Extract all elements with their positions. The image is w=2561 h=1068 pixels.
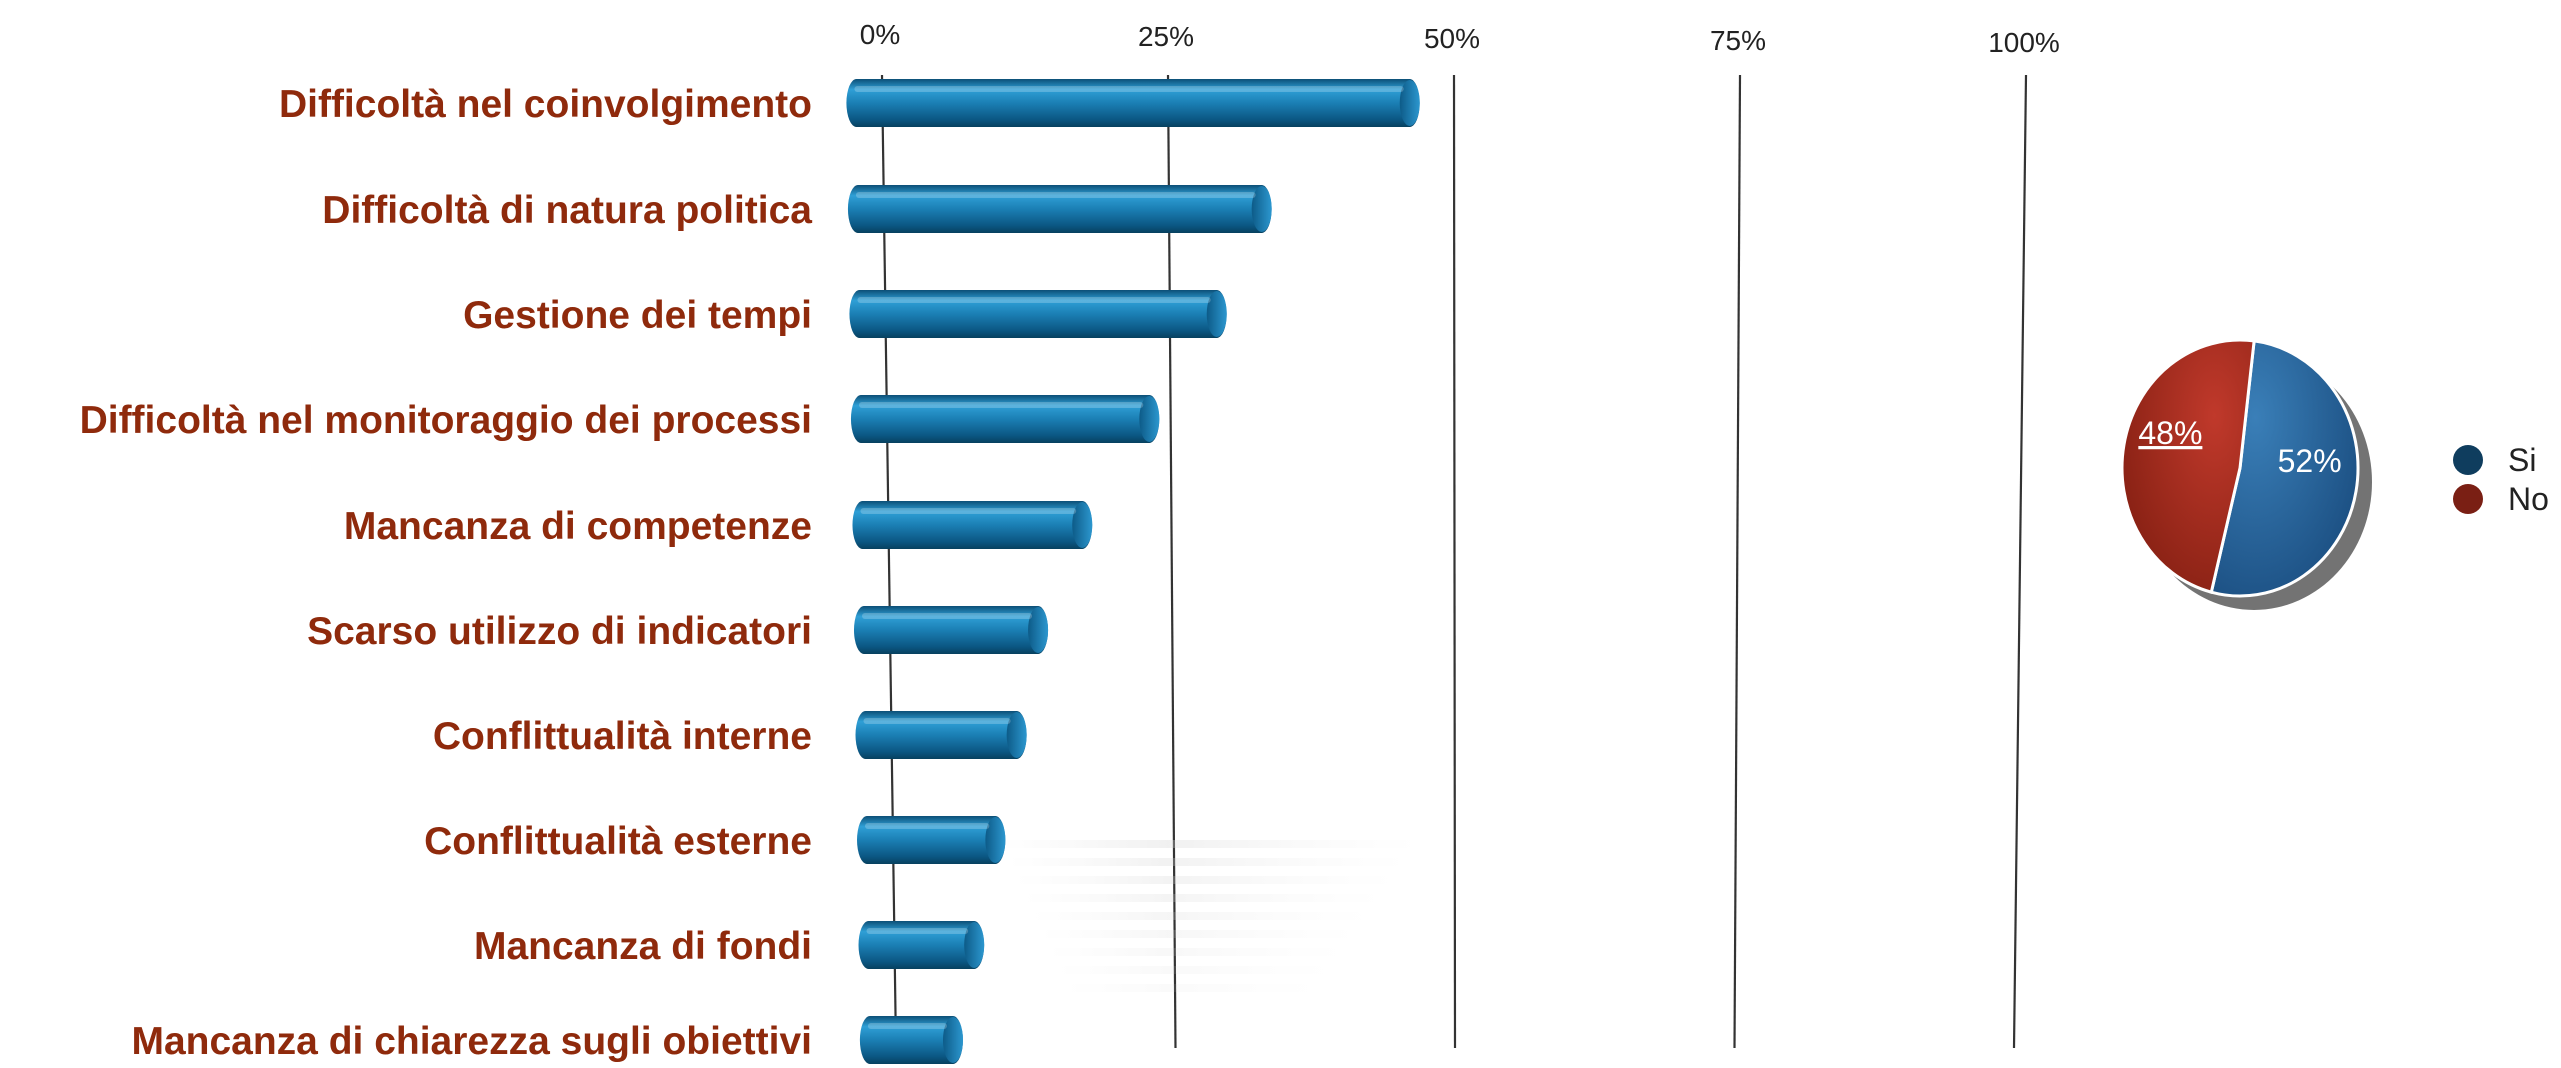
bar-highlight xyxy=(860,508,1077,514)
reflection-streak xyxy=(1064,984,1324,992)
x-tick-label: 25% xyxy=(1138,21,1194,52)
pie-slice-label: 52% xyxy=(2278,443,2342,479)
bar-highlight xyxy=(858,402,1144,408)
reflection-streak xyxy=(1008,858,1408,866)
gridline-0 xyxy=(880,74,898,1049)
bar-cap xyxy=(964,922,985,968)
category-labels: Difficoltà nel coinvolgimento Difficoltà… xyxy=(80,83,813,1063)
bar-cap xyxy=(1006,712,1027,758)
bar-body xyxy=(846,79,1420,127)
bar-highlight xyxy=(863,718,1011,724)
bar xyxy=(859,1016,963,1064)
bar xyxy=(857,816,1006,864)
bar-cap xyxy=(1399,80,1420,126)
category-label: Mancanza di chiarezza sugli obiettivi xyxy=(131,1020,812,1063)
bar-body xyxy=(852,501,1093,549)
reflection-streak xyxy=(1024,894,1384,902)
bar-highlight xyxy=(854,86,1404,92)
bar-body xyxy=(855,711,1027,759)
legend-label: No xyxy=(2508,481,2549,517)
category-label: Mancanza di competenze xyxy=(344,505,812,548)
legend-swatch-no xyxy=(2453,484,2483,514)
reflection-streak xyxy=(1056,966,1336,974)
gridline-50 xyxy=(1452,74,1457,1049)
bar xyxy=(849,290,1227,338)
bar-highlight xyxy=(867,1023,947,1029)
reflection-streak xyxy=(1048,948,1348,956)
bar-cap xyxy=(1139,396,1160,442)
bar-series xyxy=(846,79,1420,1064)
bar xyxy=(855,711,1027,759)
x-axis-ticks: 0% 25% 50% 75% 100% xyxy=(860,19,2060,58)
pie-slice-no xyxy=(2120,338,2256,595)
x-tick-label: 50% xyxy=(1424,23,1480,54)
gridline-25 xyxy=(1166,74,1177,1049)
bar-highlight xyxy=(865,823,990,829)
category-label: Conflittualità esterne xyxy=(424,820,812,863)
bar-cap xyxy=(1206,291,1227,337)
bar-highlight xyxy=(855,192,1256,198)
bar-highlight xyxy=(861,613,1033,619)
category-label: Mancanza di fondi xyxy=(474,925,812,968)
bar-cap xyxy=(1251,186,1272,232)
bar-cap xyxy=(1072,502,1093,548)
bar-body xyxy=(859,1016,963,1064)
reflection-streak xyxy=(1032,912,1372,920)
pie-chart: 52% 48% xyxy=(2120,338,2372,610)
x-tick-label: 0% xyxy=(860,19,900,50)
bar-body xyxy=(858,921,985,969)
category-label: Conflittualità interne xyxy=(433,715,812,758)
gridline-100 xyxy=(2012,74,2028,1049)
bar-highlight xyxy=(857,297,1211,303)
bar-body xyxy=(850,395,1160,443)
bar xyxy=(847,185,1272,233)
legend-label: Si xyxy=(2508,442,2536,478)
reflection-streak xyxy=(1000,840,1420,848)
bar-body xyxy=(849,290,1227,338)
x-tick-label: 75% xyxy=(1710,25,1766,56)
bar-cap xyxy=(1028,607,1049,653)
category-label: Gestione dei tempi xyxy=(463,294,812,337)
x-grid xyxy=(880,74,2028,1049)
reflection-streak xyxy=(1016,876,1396,884)
bar-highlight xyxy=(866,928,969,934)
category-label: Difficoltà di natura politica xyxy=(322,189,812,232)
pie-slice-label: 48% xyxy=(2138,415,2202,451)
gridline-75 xyxy=(1733,74,1742,1049)
bar-body xyxy=(847,185,1272,233)
category-label: Difficoltà nel monitoraggio dei processi xyxy=(80,399,812,442)
bar xyxy=(846,79,1420,127)
bar-cap xyxy=(985,817,1006,863)
floor-reflection xyxy=(1000,840,1420,992)
x-tick-label: 100% xyxy=(1988,27,2060,58)
category-label: Scarso utilizzo di indicatori xyxy=(307,610,812,653)
bar-cap xyxy=(942,1017,963,1063)
legend-swatch-si xyxy=(2453,445,2483,475)
category-label: Difficoltà nel coinvolgimento xyxy=(279,83,812,126)
reflection-streak xyxy=(1040,930,1360,938)
bar xyxy=(852,501,1093,549)
bar xyxy=(850,395,1160,443)
bar-body xyxy=(853,606,1049,654)
bar xyxy=(858,921,985,969)
bar-body xyxy=(857,816,1006,864)
bar xyxy=(853,606,1049,654)
